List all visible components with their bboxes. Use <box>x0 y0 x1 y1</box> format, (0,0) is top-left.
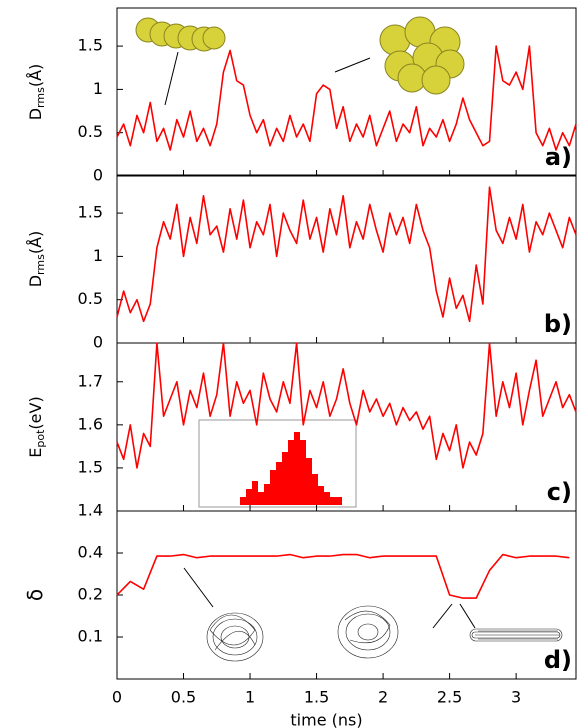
y-tick-label: 0 <box>93 166 103 185</box>
x-axis-label: time (ns) <box>290 711 362 728</box>
plot-frame <box>116 7 577 177</box>
y-tick-label: 1.4 <box>78 501 103 520</box>
x-tick-label: 1 <box>245 688 255 707</box>
cluster-compact-icon <box>334 16 465 95</box>
y-tick-label: 1.7 <box>78 371 103 390</box>
y-axis-label: Drms(Å) <box>26 64 48 121</box>
panel-label: a) <box>545 143 572 171</box>
y-tick-label: 0.1 <box>78 627 103 646</box>
y-label-sub: rms <box>34 254 47 275</box>
panel: 0.1 0.2 0.4 0 0.5 1 1.5 2 2.5 3 time (ns) δ d) <box>23 510 577 728</box>
x-tick-label: 0.5 <box>171 688 196 707</box>
cluster-chain-icon <box>135 17 226 106</box>
y-label-unit: (Å) <box>26 64 45 87</box>
x-tick-label: 1.5 <box>304 688 329 707</box>
y-tick-label: 1.5 <box>78 457 103 476</box>
x-tick-label: 2 <box>378 688 388 707</box>
y-label-main: D <box>26 108 45 120</box>
y-tick-label: 1.6 <box>78 414 103 433</box>
y-tick-label: 0.5 <box>78 122 103 141</box>
plot-frame <box>116 510 577 680</box>
x-tick-label: 0 <box>112 688 122 707</box>
y-tick-label: 1.5 <box>78 203 103 222</box>
y-axis-label: Drms(Å) <box>26 231 48 288</box>
x-tick-label: 2.5 <box>437 688 462 707</box>
y-label-sub: pot <box>34 429 47 448</box>
data-line <box>116 186 577 323</box>
data-line <box>116 553 570 599</box>
y-tick-label: 0.4 <box>78 543 103 562</box>
y-tick-label: 1 <box>93 246 103 265</box>
panel-label: c) <box>547 478 572 506</box>
y-tick-label: 0.2 <box>78 585 103 604</box>
y-axis-label: δ <box>23 589 47 601</box>
y-label-unit: (eV) <box>26 396 45 429</box>
y-label-sub: rms <box>34 87 47 108</box>
panel-label: d) <box>544 646 572 674</box>
x-tick-label: 3 <box>511 688 521 707</box>
y-tick-label: 0 <box>93 333 103 352</box>
y-label-unit: (Å) <box>26 231 45 254</box>
data-line <box>116 45 577 151</box>
structure-insets <box>183 567 563 662</box>
y-tick-label: 0.5 <box>78 289 103 308</box>
panel-label: b) <box>544 310 572 338</box>
y-label-main: D <box>26 275 45 287</box>
panel: 0 0.5 1 1.5 Drms(Å) b) <box>26 174 577 352</box>
y-label-main: δ <box>23 589 47 601</box>
y-axis-label: Epot(eV) <box>26 396 48 457</box>
panel: 0 0.5 1 1.5 Drms(Å) a) <box>26 7 577 185</box>
y-label-main: E <box>26 448 45 458</box>
y-tick-label: 1.5 <box>78 36 103 55</box>
data-line <box>116 342 577 469</box>
y-tick-label: 1 <box>93 79 103 98</box>
plot-frame <box>116 174 577 344</box>
histogram-inset <box>198 419 357 508</box>
